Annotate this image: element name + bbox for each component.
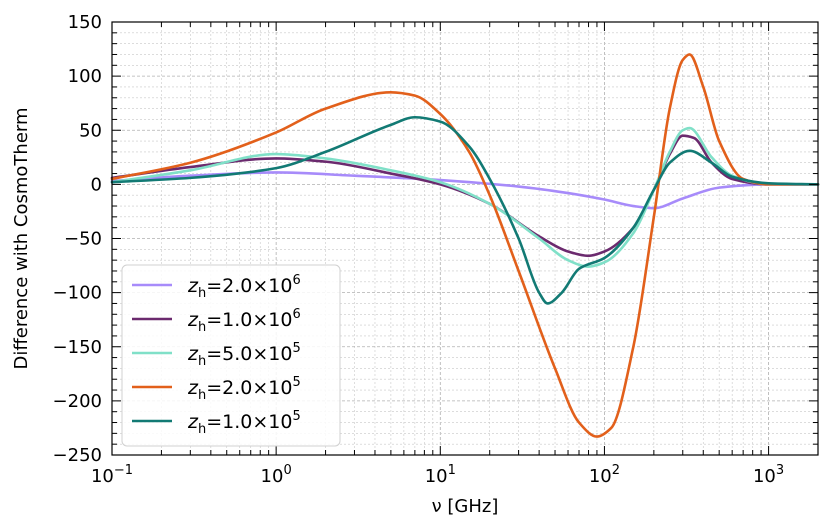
x-tick-label: 101 — [425, 463, 456, 487]
y-tick-label: −150 — [53, 337, 102, 358]
y-tick-label: −50 — [64, 229, 102, 250]
y-tick-label: −250 — [53, 445, 102, 466]
legend: zh=2.0×106 zh=1.0×106 zh=5.0×105 zh=2.0×105… — [121, 264, 341, 447]
legend-box — [121, 264, 341, 447]
y-tick-label: 50 — [79, 120, 102, 141]
series-line-2 — [110, 134, 820, 258]
y-tick-label: 0 — [91, 174, 102, 195]
series-line-5 — [110, 115, 820, 305]
ticks — [111, 21, 819, 456]
x-tick-label: 102 — [589, 463, 620, 487]
series-line-3 — [110, 126, 820, 268]
y-tick-label: −200 — [53, 391, 102, 412]
legend-label-2: zh=1.0×106 — [187, 307, 301, 335]
y-tick-label: 150 — [68, 12, 102, 33]
x-tick-label: 100 — [261, 463, 292, 487]
legend-label-1: zh=2.0×106 — [187, 273, 301, 301]
legend-label-5: zh=1.0×105 — [187, 409, 301, 437]
x-tick-label: 103 — [753, 463, 784, 487]
x-tick-label: 10−1 — [91, 463, 133, 487]
series-line-1 — [110, 171, 820, 210]
y-tick-label: −100 — [53, 283, 102, 304]
series-layer — [110, 53, 820, 438]
x-axis-label: ν [GHz] — [432, 496, 499, 517]
legend-label-3: zh=5.0×105 — [187, 341, 301, 369]
y-tick-label: 100 — [68, 66, 102, 87]
series-line-4 — [110, 53, 820, 438]
y-axis-label: Difference with CosmoTherm — [11, 107, 32, 369]
legend-label-4: zh=2.0×105 — [187, 375, 301, 403]
